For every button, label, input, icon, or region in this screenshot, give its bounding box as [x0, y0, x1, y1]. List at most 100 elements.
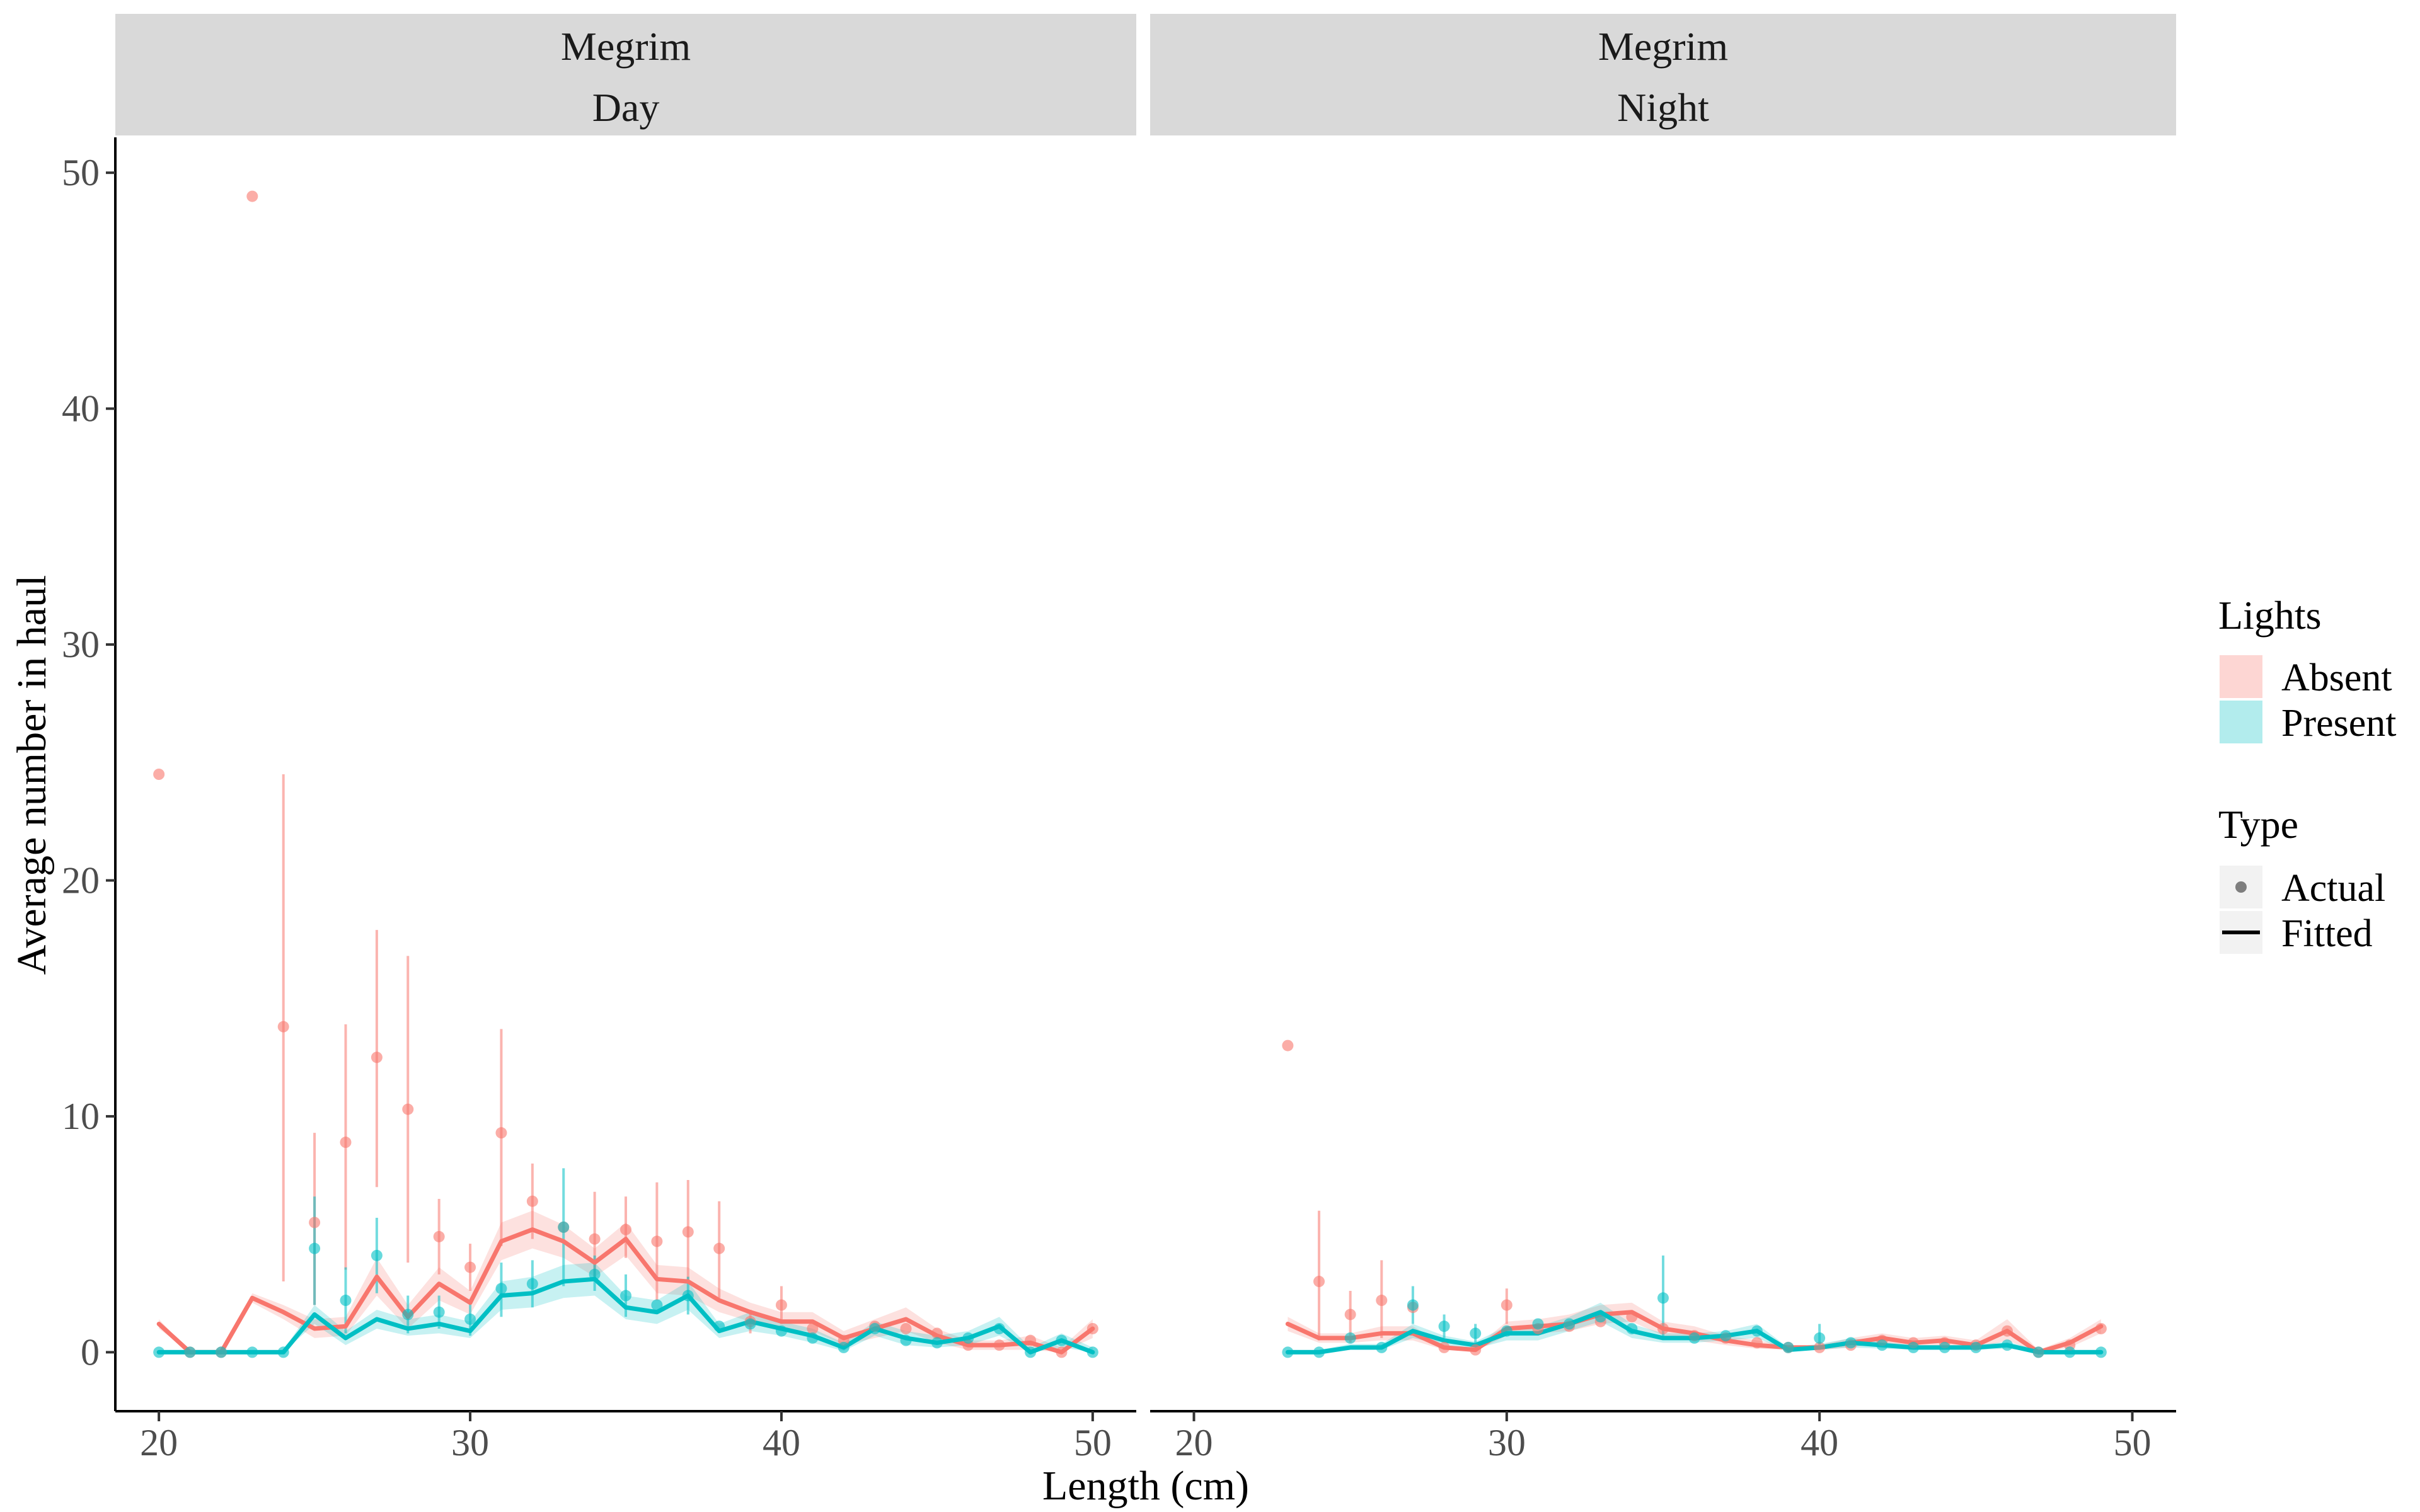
actual-point-present-day	[1086, 1346, 1098, 1358]
actual-point-present-day	[402, 1309, 414, 1320]
y-tick-label: 0	[81, 1331, 100, 1373]
actual-point-present-night	[1970, 1341, 1982, 1353]
actual-point-present-night	[1344, 1332, 1356, 1344]
actual-point-absent-day	[526, 1195, 538, 1207]
actual-point-present-night	[1814, 1332, 1826, 1344]
actual-point-absent-night	[1470, 1344, 1482, 1356]
actual-point-present-day	[682, 1290, 694, 1302]
actual-point-present-night	[1688, 1332, 1700, 1344]
legend-label-absent: Absent	[2281, 656, 2392, 699]
actual-point-present-day	[713, 1320, 725, 1332]
actual-point-absent-day	[340, 1137, 352, 1148]
actual-point-present-night	[1470, 1327, 1482, 1339]
actual-point-absent-day	[402, 1103, 414, 1115]
y-tick-label: 20	[62, 860, 100, 902]
actual-point-absent-day	[246, 190, 258, 202]
actual-point-present-day	[869, 1322, 881, 1334]
actual-point-present-night	[2095, 1346, 2107, 1358]
actual-point-absent-night	[1751, 1337, 1763, 1349]
actual-point-present-night	[1782, 1341, 1794, 1353]
actual-point-present-day	[744, 1318, 756, 1330]
actual-point-present-night	[1876, 1339, 1888, 1351]
actual-point-present-day	[246, 1346, 258, 1358]
actual-point-absent-day	[464, 1261, 476, 1273]
actual-point-present-day	[1025, 1346, 1037, 1358]
x-tick-label: 50	[2114, 1422, 2152, 1463]
actual-point-present-day	[433, 1306, 445, 1318]
actual-point-absent-day	[931, 1327, 943, 1339]
actual-point-present-day	[215, 1346, 227, 1358]
actual-point-present-night	[1908, 1341, 1920, 1353]
legend-title-lights: Lights	[2218, 593, 2322, 638]
actual-point-present-night	[1313, 1346, 1325, 1358]
x-tick-label: 20	[1175, 1422, 1213, 1463]
actual-point-present-day	[309, 1242, 321, 1254]
actual-point-absent-day	[900, 1322, 912, 1334]
actual-point-present-day	[620, 1290, 631, 1302]
actual-point-present-day	[371, 1249, 383, 1261]
actual-point-present-day	[651, 1299, 663, 1311]
actual-point-absent-night	[1501, 1299, 1512, 1311]
actual-point-absent-day	[807, 1322, 819, 1334]
strip-label-species-night: Megrim	[1598, 24, 1728, 69]
strip-label-species-day: Megrim	[561, 24, 691, 69]
actual-point-absent-day	[620, 1223, 631, 1235]
actual-point-absent-day	[371, 1051, 383, 1063]
actual-point-present-night	[1438, 1320, 1450, 1332]
actual-point-present-day	[184, 1346, 196, 1358]
x-axis-title: Length (cm)	[1042, 1463, 1249, 1509]
panel-strip-day: Megrim Day	[115, 14, 1136, 135]
actual-point-present-night	[1845, 1337, 1857, 1349]
actual-point-present-day	[962, 1332, 974, 1344]
actual-point-present-night	[1751, 1325, 1763, 1337]
actual-point-present-night	[2032, 1346, 2044, 1358]
legend: Lights Absent Present Type Actual Fitted	[2218, 593, 2397, 955]
actual-point-present-night	[1282, 1346, 1294, 1358]
plot-panel-night	[1282, 1040, 2107, 1358]
actual-point-absent-night	[1344, 1309, 1356, 1320]
actual-point-absent-night	[2095, 1322, 2107, 1334]
actual-point-absent-day	[153, 769, 165, 780]
actual-point-present-night	[1657, 1292, 1669, 1304]
x-tick-label: 30	[451, 1422, 489, 1463]
actual-point-absent-day	[309, 1217, 321, 1228]
actual-point-present-day	[558, 1221, 570, 1233]
actual-point-present-day	[993, 1322, 1005, 1334]
actual-point-absent-night	[1438, 1341, 1450, 1353]
actual-point-present-day	[807, 1332, 819, 1344]
actual-point-present-night	[1407, 1299, 1419, 1311]
actual-point-absent-day	[651, 1235, 663, 1247]
x-tick-label: 50	[1074, 1422, 1112, 1463]
actual-point-present-night	[1564, 1318, 1576, 1330]
actual-point-present-day	[340, 1295, 352, 1307]
actual-point-absent-night	[1657, 1322, 1669, 1334]
actual-point-present-day	[900, 1334, 912, 1346]
legend-key-absent	[2220, 655, 2262, 698]
actual-point-present-night	[1376, 1341, 1388, 1353]
plot-panel-day	[153, 190, 1098, 1358]
actual-point-absent-night	[1282, 1040, 1294, 1051]
actual-point-absent-day	[589, 1233, 601, 1245]
y-tick-label: 30	[62, 624, 100, 665]
y-tick-label: 40	[62, 388, 100, 430]
actual-point-present-night	[1939, 1341, 1950, 1353]
actual-point-present-day	[589, 1268, 601, 1280]
legend-key-present	[2220, 701, 2262, 743]
legend-title-type: Type	[2218, 802, 2298, 847]
strip-label-time-day: Day	[592, 85, 660, 130]
actual-point-absent-night	[2001, 1325, 2013, 1337]
y-axis-title: Average number in haul	[9, 575, 55, 975]
actual-point-absent-night	[1814, 1341, 1826, 1353]
strip-label-time-night: Night	[1617, 85, 1709, 130]
actual-point-absent-day	[993, 1339, 1005, 1351]
actual-point-absent-day	[1056, 1346, 1068, 1358]
actual-point-present-night	[1501, 1325, 1512, 1337]
actual-point-present-day	[1056, 1334, 1068, 1346]
actual-point-absent-night	[1313, 1276, 1325, 1288]
actual-point-present-day	[526, 1278, 538, 1290]
actual-point-absent-day	[1086, 1322, 1098, 1334]
actual-point-present-day	[775, 1325, 787, 1337]
y-axis-ticks: 0 10 20 30 40 50	[62, 152, 115, 1373]
actual-point-absent-day	[713, 1242, 725, 1254]
y-tick-label: 10	[62, 1096, 100, 1137]
